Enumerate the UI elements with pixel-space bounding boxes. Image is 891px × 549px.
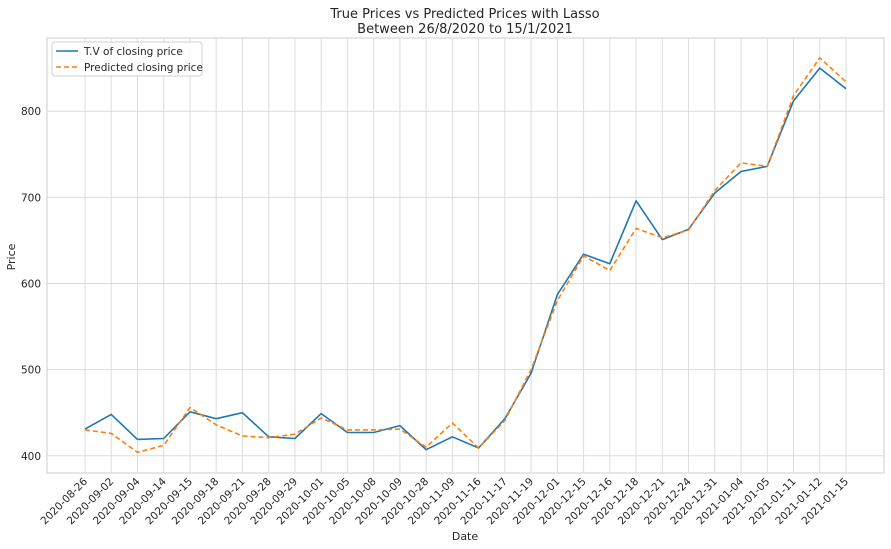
series-line-true-price bbox=[84, 67, 847, 451]
legend-label-predicted: Predicted closing price bbox=[84, 62, 203, 74]
chart-title: True Prices vs Predicted Prices with Las… bbox=[329, 7, 599, 22]
y-tick-labels: 400 500 600 700 800 bbox=[21, 106, 41, 463]
y-tick-label: 800 bbox=[21, 106, 41, 118]
grid bbox=[47, 38, 884, 473]
legend-label-true: T.V of closing price bbox=[83, 46, 183, 58]
legend: T.V of closing price Predicted closing p… bbox=[51, 41, 203, 77]
y-tick-label: 600 bbox=[21, 278, 41, 290]
y-axis-label: Price bbox=[5, 243, 18, 270]
legend-box bbox=[51, 41, 203, 77]
series-lines bbox=[84, 56, 847, 454]
plot-area bbox=[46, 37, 885, 474]
y-tick-label: 400 bbox=[21, 451, 41, 463]
y-tick-label: 500 bbox=[21, 365, 41, 377]
chart-subtitle: Between 26/8/2020 to 15/1/2021 bbox=[357, 22, 573, 37]
x-axis-label: Date bbox=[452, 530, 479, 543]
series-line-predicted-price bbox=[84, 56, 847, 454]
y-tick-label: 700 bbox=[21, 192, 41, 204]
x-tick-labels: 2020-08-262020-09-022020-09-042020-09-14… bbox=[38, 475, 851, 527]
